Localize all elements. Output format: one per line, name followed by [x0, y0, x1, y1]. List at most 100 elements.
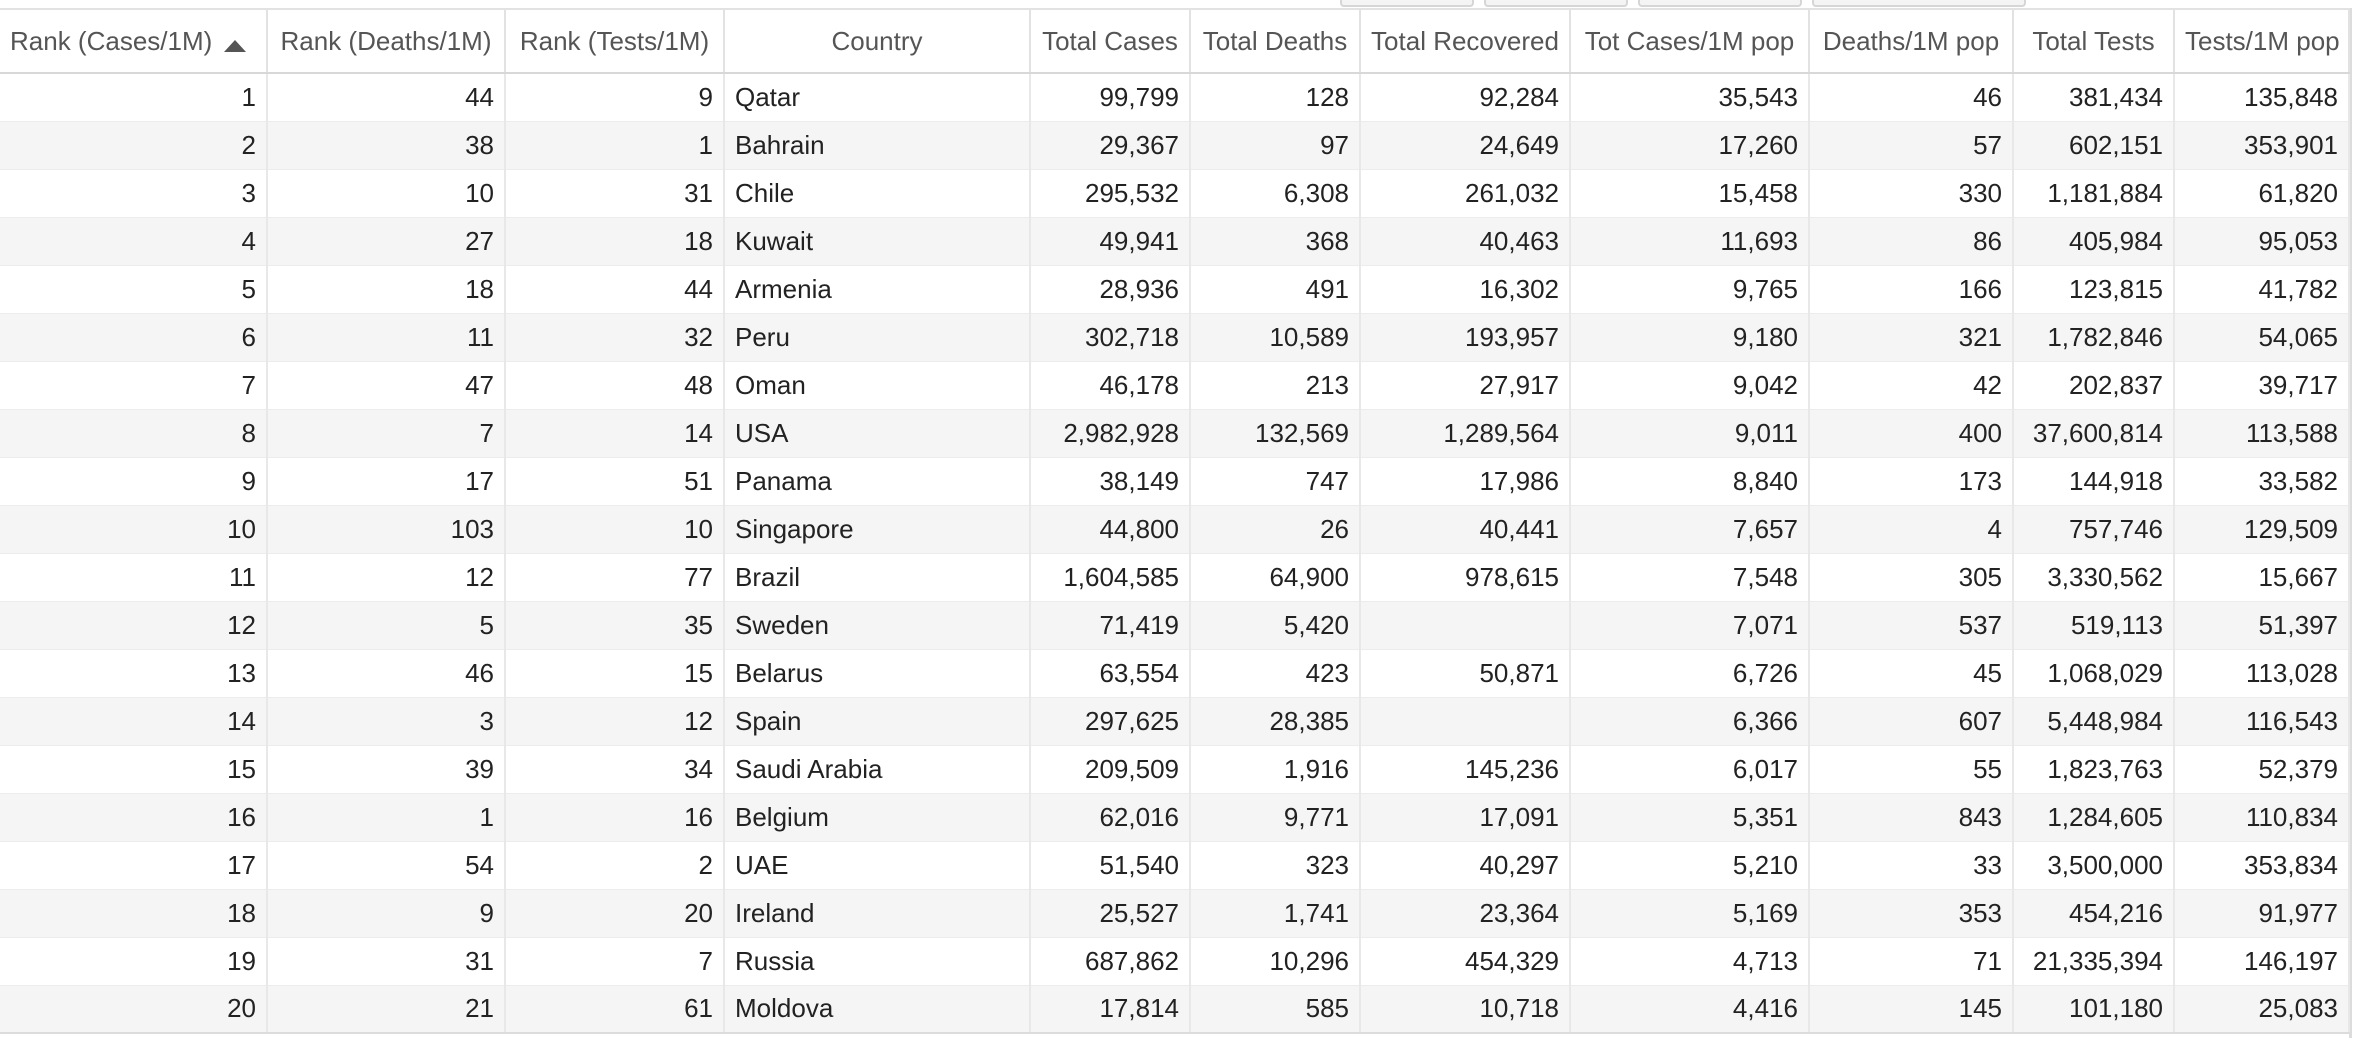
cell-total-deaths: 423 — [1190, 649, 1361, 698]
column-header-label: Rank (Tests/1M) — [519, 25, 710, 56]
table-row[interactable]: 16 1 16 Belgium 62,016 9,771 17,091 5,351 843 1,2… — [0, 793, 2350, 842]
cell-rank-tests: 2 — [505, 841, 725, 890]
cell-cases-per-1m: 9,180 — [1570, 313, 1810, 362]
cell-deaths-per-1m: 46 — [1809, 73, 2014, 122]
cell-cases-per-1m: 15,458 — [1570, 169, 1810, 218]
column-header-rank-deaths[interactable]: Rank (Deaths/1M) — [267, 8, 506, 74]
table-row[interactable]: 1 44 9 Qatar 99,799 128 92,284 35,543 46 381,434 1… — [0, 73, 2350, 122]
column-header-tests-per-1m[interactable]: Tests/1M pop — [2174, 8, 2350, 74]
cell-total-recovered: 17,986 — [1360, 457, 1571, 506]
cell-country: Peru — [724, 313, 1031, 362]
cell-tests-per-1m: 113,588 — [2174, 409, 2350, 458]
cell-rank-tests: 48 — [505, 361, 725, 410]
column-header-total-tests[interactable]: Total Tests — [2013, 8, 2175, 74]
column-header-country[interactable]: Country — [724, 8, 1031, 74]
table-row[interactable]: 15 39 34 Saudi Arabia 209,509 1,916 145,236 6,0… — [0, 745, 2350, 794]
cell-rank-deaths: 7 — [267, 409, 506, 458]
table-row[interactable]: 12 5 35 Sweden 71,419 5,420 7,071 537 519,113 51,… — [0, 601, 2350, 650]
cell-total-cases: 295,532 — [1030, 169, 1191, 218]
cell-total-tests: 1,068,029 — [2013, 649, 2175, 698]
column-header-deaths-per-1m[interactable]: Deaths/1M pop — [1809, 8, 2014, 74]
cell-rank-tests: 15 — [505, 649, 725, 698]
cell-rank-tests: 31 — [505, 169, 725, 218]
top-tab[interactable] — [1340, 0, 1474, 7]
cell-total-cases: 28,936 — [1030, 265, 1191, 314]
column-header-rank-tests[interactable]: Rank (Tests/1M) — [505, 8, 725, 74]
table-row[interactable]: 3 10 31 Chile 295,532 6,308 261,032 15,458 330 1,… — [0, 169, 2350, 218]
cell-cases-per-1m: 5,169 — [1570, 889, 1810, 938]
cell-total-cases: 99,799 — [1030, 73, 1191, 122]
cell-rank-tests: 20 — [505, 889, 725, 938]
top-tab[interactable] — [1638, 0, 1802, 7]
cell-country: Moldova — [724, 985, 1031, 1034]
cell-total-tests: 101,180 — [2013, 985, 2175, 1034]
cell-total-recovered: 261,032 — [1360, 169, 1571, 218]
column-header-label: Total Recovered — [1371, 25, 1559, 56]
cell-total-cases: 71,419 — [1030, 601, 1191, 650]
cell-tests-per-1m: 135,848 — [2174, 73, 2350, 122]
cell-total-recovered — [1360, 601, 1571, 650]
cell-deaths-per-1m: 173 — [1809, 457, 2014, 506]
cell-total-tests: 1,181,884 — [2013, 169, 2175, 218]
column-header-total-deaths[interactable]: Total Deaths — [1190, 8, 1361, 74]
cell-total-cases: 51,540 — [1030, 841, 1191, 890]
cell-rank-tests: 12 — [505, 697, 725, 746]
cell-total-tests: 381,434 — [2013, 73, 2175, 122]
cell-total-deaths: 26 — [1190, 505, 1361, 554]
column-header-label: Tests/1M pop — [2185, 25, 2340, 56]
table-row[interactable]: 17 54 2 UAE 51,540 323 40,297 5,210 33 3,500,000 3… — [0, 841, 2350, 890]
column-header-label: Deaths/1M pop — [1822, 25, 2000, 56]
table-row[interactable]: 14 3 12 Spain 297,625 28,385 6,366 607 5,448,984… — [0, 697, 2350, 746]
cell-rank-tests: 9 — [505, 73, 725, 122]
cell-deaths-per-1m: 537 — [1809, 601, 2014, 650]
cell-rank-deaths: 54 — [267, 841, 506, 890]
sort-ascending-icon[interactable] — [224, 39, 247, 52]
column-header-cases-per-1m[interactable]: Tot Cases/1M pop — [1570, 8, 1810, 74]
cell-country: Oman — [724, 361, 1031, 410]
cell-deaths-per-1m: 57 — [1809, 121, 2014, 170]
cell-tests-per-1m: 95,053 — [2174, 217, 2350, 266]
column-header-total-recovered[interactable]: Total Recovered — [1360, 8, 1571, 74]
cell-rank-cases: 18 — [0, 889, 268, 938]
table-row[interactable]: 9 17 51 Panama 38,149 747 17,986 8,840 173 144,91… — [0, 457, 2350, 506]
cell-rank-deaths: 27 — [267, 217, 506, 266]
table-row[interactable]: 8 7 14 USA 2,982,928 132,569 1,289,564 9,011 400… — [0, 409, 2350, 458]
cell-country: Panama — [724, 457, 1031, 506]
cell-rank-deaths: 12 — [267, 553, 506, 602]
table-row[interactable]: 19 31 7 Russia 687,862 10,296 454,329 4,713 71 21… — [0, 937, 2350, 986]
cell-tests-per-1m: 113,028 — [2174, 649, 2350, 698]
table-row[interactable]: 4 27 18 Kuwait 49,941 368 40,463 11,693 86 405,98… — [0, 217, 2350, 266]
cell-total-deaths: 6,308 — [1190, 169, 1361, 218]
table-row[interactable]: 13 46 15 Belarus 63,554 423 50,871 6,726 45 1,068… — [0, 649, 2350, 698]
top-tab[interactable] — [1812, 0, 2026, 7]
table-row[interactable]: 10 103 10 Singapore 44,800 26 40,441 7,657 4 757,… — [0, 505, 2350, 554]
top-tab[interactable] — [1484, 0, 1628, 7]
column-header-rank-cases[interactable]: Rank (Cases/1M) — [0, 8, 268, 74]
cell-total-deaths: 1,916 — [1190, 745, 1361, 794]
cell-total-recovered: 16,302 — [1360, 265, 1571, 314]
cell-deaths-per-1m: 400 — [1809, 409, 2014, 458]
table-row[interactable]: 5 18 44 Armenia 28,936 491 16,302 9,765 166 123,8… — [0, 265, 2350, 314]
cell-total-cases: 25,527 — [1030, 889, 1191, 938]
cell-rank-deaths: 1 — [267, 793, 506, 842]
cell-cases-per-1m: 4,713 — [1570, 937, 1810, 986]
cell-cases-per-1m: 5,351 — [1570, 793, 1810, 842]
table-row[interactable]: 18 9 20 Ireland 25,527 1,741 23,364 5,169 353 454… — [0, 889, 2350, 938]
cell-total-tests: 757,746 — [2013, 505, 2175, 554]
cell-rank-cases: 9 — [0, 457, 268, 506]
table-row[interactable]: 6 11 32 Peru 302,718 10,589 193,957 9,180 321 1,7… — [0, 313, 2350, 362]
cell-rank-cases: 5 — [0, 265, 268, 314]
table-row[interactable]: 2 38 1 Bahrain 29,367 97 24,649 17,260 57 602,151… — [0, 121, 2350, 170]
table-row[interactable]: 7 47 48 Oman 46,178 213 27,917 9,042 42 202,837 39… — [0, 361, 2350, 410]
table-row[interactable]: 20 21 61 Moldova 17,814 585 10,718 4,416 145 101,… — [0, 985, 2350, 1034]
cell-total-cases: 687,862 — [1030, 937, 1191, 986]
column-header-total-cases[interactable]: Total Cases — [1030, 8, 1191, 74]
cell-rank-tests: 10 — [505, 505, 725, 554]
cell-total-tests: 21,335,394 — [2013, 937, 2175, 986]
cell-rank-cases: 12 — [0, 601, 268, 650]
cell-rank-cases: 11 — [0, 553, 268, 602]
cell-total-recovered: 17,091 — [1360, 793, 1571, 842]
cell-rank-cases: 8 — [0, 409, 268, 458]
table-row[interactable]: 11 12 77 Brazil 1,604,585 64,900 978,615 7,548 3… — [0, 553, 2350, 602]
cell-cases-per-1m: 7,071 — [1570, 601, 1810, 650]
